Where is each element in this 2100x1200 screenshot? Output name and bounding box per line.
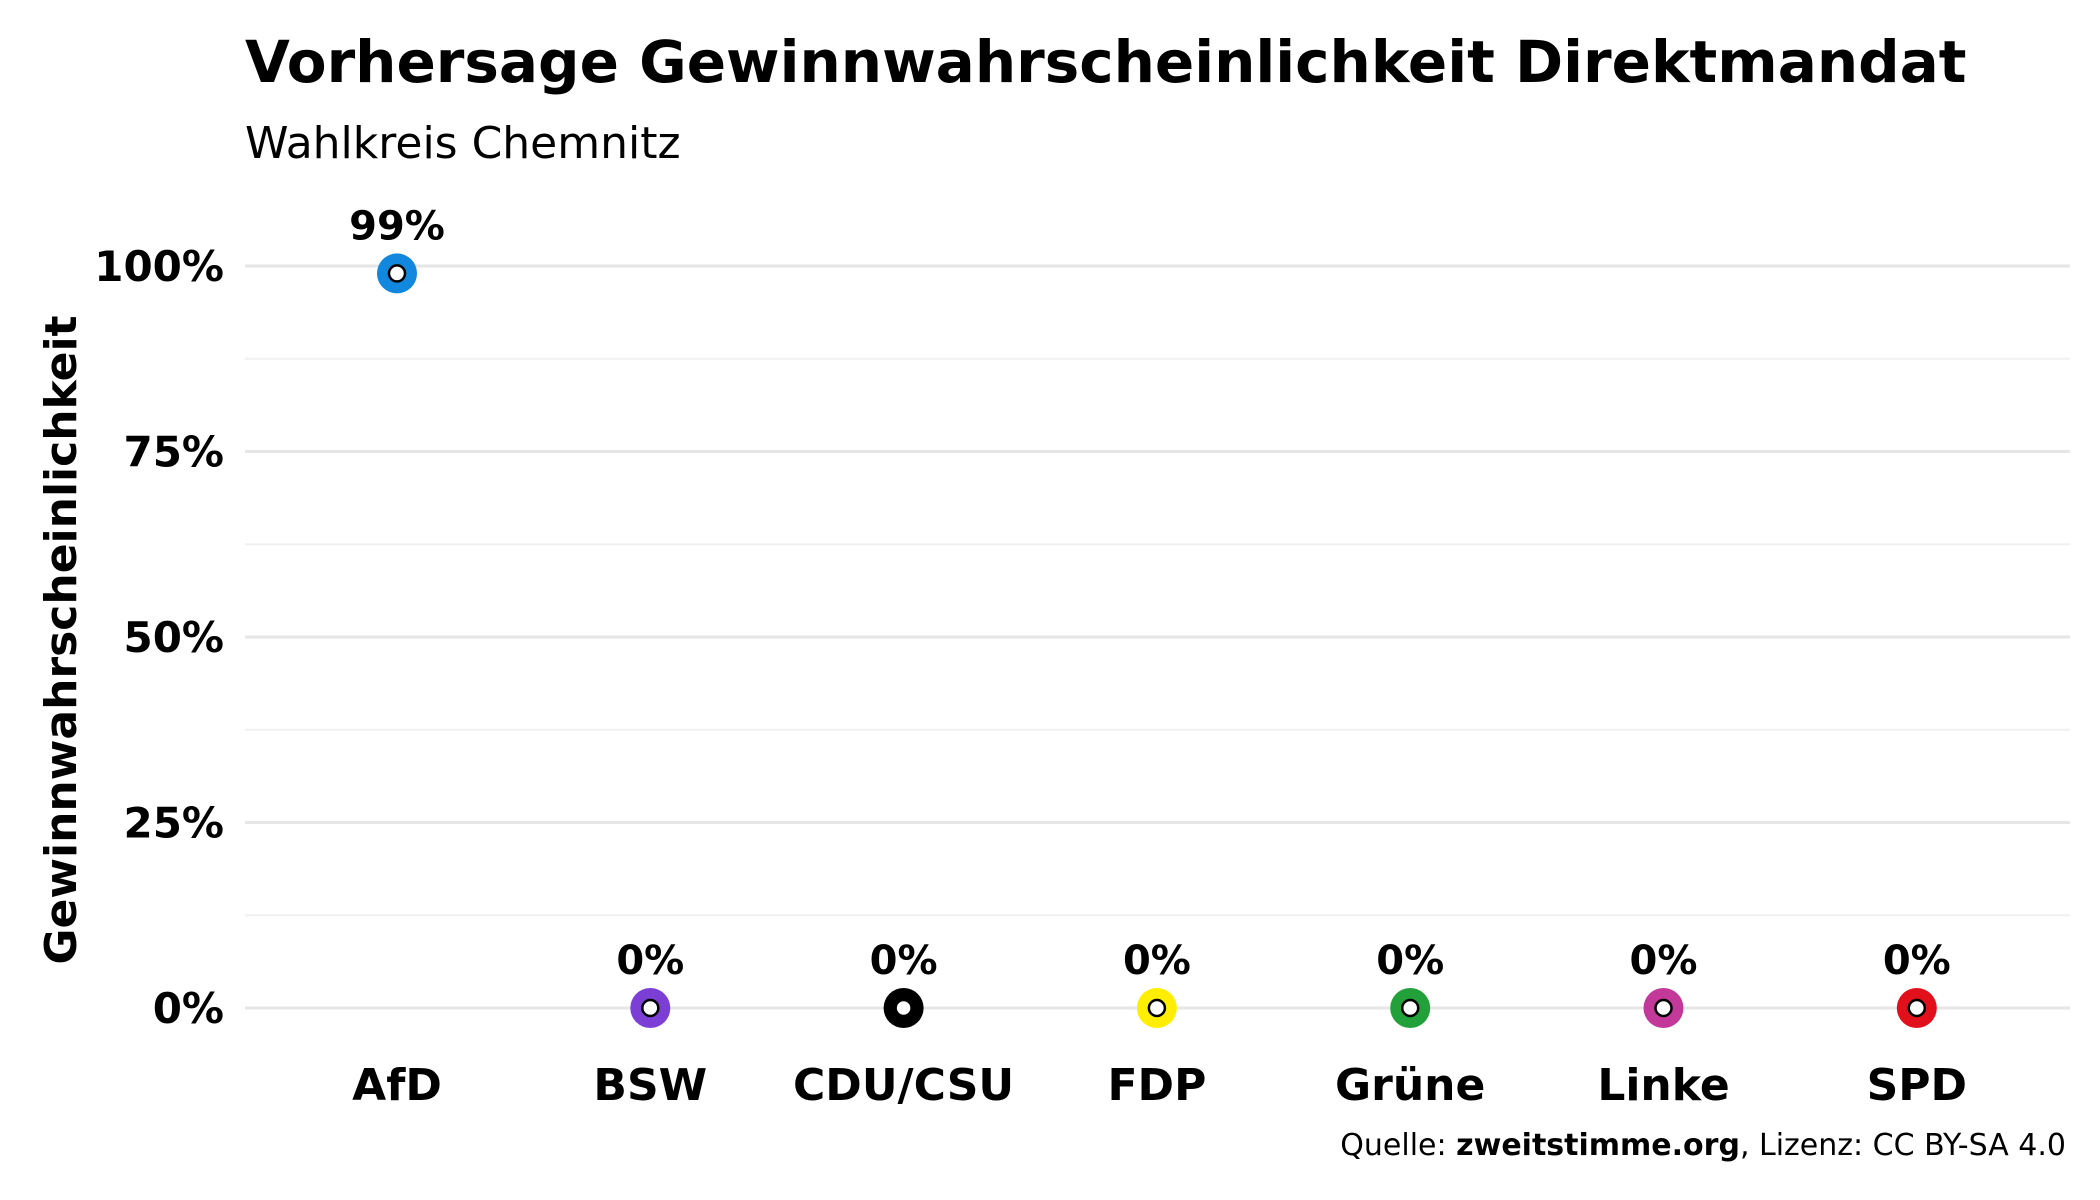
x-tick-label: BSW: [593, 1060, 707, 1111]
source-prefix: Quelle:: [1340, 1128, 1456, 1163]
data-label: 0%: [1630, 938, 1698, 984]
y-axis-label: Gewinnwahrscheinlichkeit: [36, 315, 87, 964]
source-link[interactable]: zweitstimme.org: [1456, 1128, 1740, 1163]
y-tick-label: 0%: [153, 984, 224, 1033]
data-label: 0%: [1883, 938, 1951, 984]
y-tick-label: 25%: [123, 799, 224, 848]
data-label: 0%: [1376, 938, 1444, 984]
data-point-center: [1402, 1000, 1418, 1016]
x-tick-label: Grüne: [1335, 1060, 1485, 1111]
grid-lines: [245, 266, 2070, 1008]
y-tick-label: 100%: [94, 242, 224, 291]
data-labels: 99% 0% 0% 0% 0% 0% 0%: [349, 203, 1951, 984]
data-point-center: [389, 265, 405, 281]
x-tick-label: Linke: [1597, 1060, 1729, 1111]
data-label: 99%: [349, 203, 445, 249]
data-point-center: [1656, 1000, 1672, 1016]
source-license: , Lizenz: CC BY-SA 4.0: [1740, 1128, 2066, 1163]
x-tick-label: CDU/CSU: [793, 1060, 1014, 1111]
data-points: [377, 253, 1937, 1028]
x-tick-label: SPD: [1867, 1060, 1967, 1111]
y-tick-label: 50%: [123, 613, 224, 662]
y-axis-ticks: 0% 25% 50% 75% 100%: [94, 242, 224, 1033]
data-label: 0%: [616, 938, 684, 984]
x-tick-label: AfD: [352, 1060, 442, 1111]
y-tick-label: 75%: [123, 428, 224, 477]
data-point-center: [642, 1000, 658, 1016]
data-point-center: [896, 1000, 912, 1016]
data-label: 0%: [870, 938, 938, 984]
data-label: 0%: [1123, 938, 1191, 984]
source-note: Quelle: zweitstimme.org, Lizenz: CC BY-S…: [1340, 1128, 2066, 1163]
data-point-center: [1149, 1000, 1165, 1016]
data-point-center: [1909, 1000, 1925, 1016]
x-axis-ticks: AfD BSW CDU/CSU FDP Grüne Linke SPD: [352, 1060, 1967, 1111]
x-tick-label: FDP: [1107, 1060, 1206, 1111]
